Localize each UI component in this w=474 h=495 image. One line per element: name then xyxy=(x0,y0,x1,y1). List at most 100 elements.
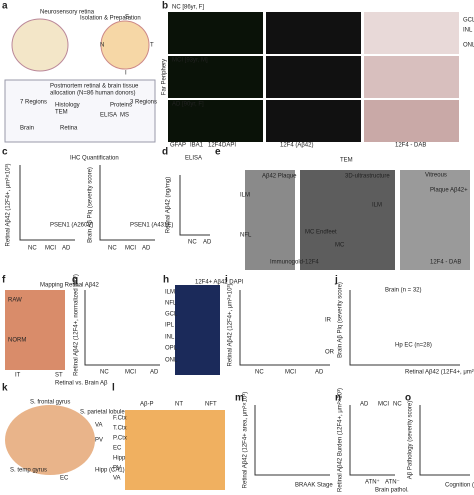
label: MCI xyxy=(125,370,136,376)
label: ATN⁻ xyxy=(385,480,400,486)
image xyxy=(168,100,263,142)
label: Immunogold-12F4 xyxy=(270,260,319,266)
label: AD xyxy=(315,370,324,376)
panel-letter: l xyxy=(112,383,115,394)
panel-letter: n xyxy=(335,393,341,404)
label: 12F4 (Aβ42) xyxy=(280,143,313,149)
label: ELISA xyxy=(185,156,202,162)
label: Neurosensory retina xyxy=(40,10,95,16)
label: Cognition (MMSE) xyxy=(445,483,474,489)
image xyxy=(175,285,220,375)
label: I xyxy=(125,71,127,77)
label: MCI xyxy=(125,246,136,252)
label: RAW xyxy=(8,298,22,304)
label: 12F4 - DAB xyxy=(430,260,461,266)
label: Retina xyxy=(60,126,78,132)
label: Hp EC (n=28) xyxy=(395,343,432,349)
label: AD xyxy=(62,246,71,252)
label: AD xyxy=(150,370,159,376)
label: IT xyxy=(15,373,21,379)
label: NORM xyxy=(8,338,26,344)
label: NFT xyxy=(205,402,217,408)
label: Far Periphery xyxy=(162,59,168,95)
label: NC xyxy=(255,370,264,376)
panel-letter: o xyxy=(405,393,411,404)
label: IHC Quantification xyxy=(70,156,119,162)
label: AD xyxy=(360,402,369,408)
label: 7 Regions xyxy=(20,100,47,106)
label: GCL xyxy=(165,312,178,318)
label: Hipp xyxy=(113,456,126,462)
image xyxy=(364,56,459,98)
label: Retinal Aβ42 (12F4+, normalized μm²) xyxy=(74,274,80,376)
label: MCI xyxy=(285,370,296,376)
heatmap xyxy=(125,410,225,490)
brain xyxy=(5,405,95,475)
label: ONL xyxy=(463,43,474,49)
image xyxy=(168,56,263,98)
label: OPL xyxy=(165,346,178,352)
label: GCL xyxy=(463,18,474,24)
label: allocation (N=86 human donors) xyxy=(50,91,136,97)
label: TEM xyxy=(340,158,353,164)
label: Retinal vs. Brain Aβ xyxy=(55,381,108,387)
label: Postmortem retinal & brain tissue xyxy=(50,84,139,90)
label: Histology xyxy=(55,103,80,109)
label: Isolation & Preparation xyxy=(80,16,141,22)
label: Brain Aβ Plq (severity score) xyxy=(338,282,344,358)
label: PSEN1 (A260V) xyxy=(50,223,93,229)
image xyxy=(400,170,470,270)
label: 12F4 xyxy=(208,143,222,149)
label: NC [86yr, F] xyxy=(172,5,204,11)
label: DAPI xyxy=(222,143,236,149)
label: NC xyxy=(188,240,197,246)
image xyxy=(266,56,361,98)
label: 3D-ultrastructure xyxy=(345,174,390,180)
label: NC xyxy=(108,246,117,252)
retina-map xyxy=(100,20,150,70)
label: Retinal Aβ42 (12F4+, μm²×10³) xyxy=(228,284,234,367)
label: T xyxy=(150,43,154,49)
label: NFL xyxy=(240,233,252,239)
panel-letter: k xyxy=(2,383,8,394)
allocation-box xyxy=(4,79,156,143)
label: AD [90yr, F] xyxy=(172,102,204,108)
label: MCI [93yr, M] xyxy=(172,58,208,64)
label: BRAAK Stage xyxy=(295,483,333,489)
axes xyxy=(19,165,470,476)
label: 12F4 - DAB xyxy=(395,143,426,149)
image xyxy=(364,12,459,54)
label: S xyxy=(125,15,129,21)
panel-letter: e xyxy=(215,147,221,158)
label: Brain (n = 32) xyxy=(385,288,422,294)
panel-letter: d xyxy=(162,147,168,158)
label: NC xyxy=(100,370,109,376)
label: INL xyxy=(463,28,473,34)
label: Retinal Aβ42 Burden (12F4+, μm²×10³) xyxy=(338,388,344,492)
label: S. parietal lobule xyxy=(80,410,125,416)
panel-letter: g xyxy=(72,275,78,286)
label: TEM xyxy=(55,110,68,116)
label: MC xyxy=(335,243,345,249)
label: NFL xyxy=(165,301,177,307)
label: MS xyxy=(120,113,129,119)
label: ILM xyxy=(165,290,175,296)
label: ST xyxy=(55,373,63,379)
panel-letter: m xyxy=(235,393,244,404)
label: ILM xyxy=(372,203,382,209)
image xyxy=(266,100,361,142)
label: 12F4+ Aβ42 DAPI xyxy=(195,280,244,286)
label: PV xyxy=(113,466,121,472)
label: Aβ Pathology (severity score) xyxy=(408,401,414,479)
label: MCI xyxy=(378,402,389,408)
label: NC xyxy=(28,246,37,252)
image xyxy=(168,12,263,54)
label: IR xyxy=(325,318,332,324)
image xyxy=(245,170,295,270)
label: N xyxy=(100,43,104,49)
panel-letter: f xyxy=(2,275,6,286)
label: GFAP xyxy=(170,143,186,149)
label: Aβ42 Plaque xyxy=(262,174,297,180)
label: PSEN1 (A431E) xyxy=(130,223,173,229)
label: MC Endfeet xyxy=(305,230,337,236)
